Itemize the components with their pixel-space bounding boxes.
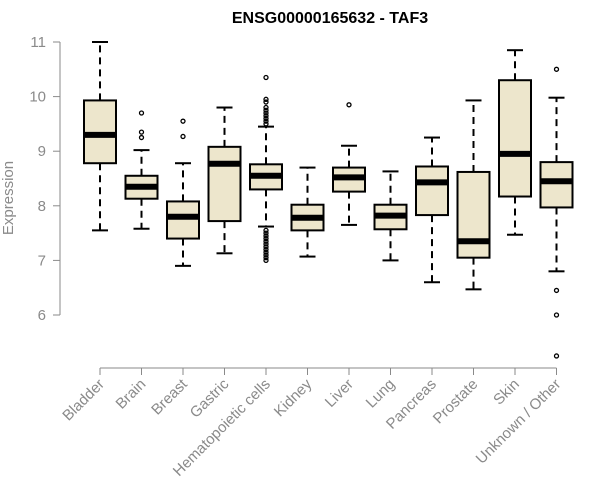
outlier-point (263, 74, 269, 81)
box-skin (498, 49, 532, 236)
box-body (498, 79, 532, 198)
outlier-point (263, 227, 269, 234)
y-tick-label: 6 (38, 307, 46, 324)
box-lung (373, 170, 408, 262)
y-tick-label: 8 (38, 198, 46, 215)
x-tick-label: Prostate (430, 376, 482, 428)
chart-title: ENSG00000165632 - TAF3 (232, 10, 428, 27)
x-tick-label: Bladder (59, 376, 108, 425)
outlier-point (553, 287, 560, 294)
box-kidney (290, 166, 325, 258)
outlier-point (553, 66, 560, 72)
outlier-point (263, 107, 269, 113)
box-body (166, 200, 200, 240)
x-tick-label: Kidney (271, 375, 316, 420)
y-tick-label: 11 (30, 34, 46, 51)
outlier-point (263, 121, 269, 127)
y-tick-label: 9 (38, 143, 46, 160)
outlier-point (263, 255, 269, 261)
x-tick-label: Liver (322, 376, 357, 411)
box-gastric (207, 106, 242, 255)
outlier-point (263, 241, 269, 247)
y-axis-label: Expression (0, 161, 17, 235)
y-tick-label: 7 (38, 252, 46, 269)
y-axis: 6 7 8 9 10 11 (29, 34, 61, 324)
outlier-point (263, 99, 269, 105)
box-body (415, 165, 449, 217)
outlier-point (180, 118, 186, 124)
outlier-point (263, 257, 269, 264)
outlier-point (263, 110, 269, 116)
outlier-point (346, 102, 352, 108)
box-liver (332, 102, 366, 226)
box-body (456, 170, 491, 259)
box-body (539, 161, 574, 209)
box-hematopoietic-cells (249, 74, 283, 264)
x-tick-label: Brain (113, 376, 150, 413)
outlier-point (263, 115, 269, 122)
outlier-point (263, 244, 269, 250)
outlier-point (138, 129, 145, 135)
x-tick-label: Lung (363, 376, 399, 412)
outlier-point (263, 246, 269, 253)
x-tick-label: Breast (148, 375, 191, 418)
box-unknown-other (539, 66, 574, 359)
outlier-point (138, 134, 145, 141)
outlier-point (263, 233, 269, 239)
outlier-point (263, 118, 269, 124)
x-tick-label: Skin (490, 376, 523, 409)
outlier-point (263, 96, 269, 102)
box-prostate (456, 99, 491, 291)
outlier-point (138, 110, 145, 116)
box-body (207, 145, 242, 223)
box-series (83, 41, 574, 359)
box-pancreas (415, 136, 449, 284)
outlier-point (553, 353, 560, 359)
outlier-point (263, 235, 269, 242)
box-brain (124, 110, 159, 230)
box-bladder (83, 41, 117, 232)
outlier-point (553, 312, 560, 318)
box-body (83, 99, 117, 165)
outlier-point (263, 104, 269, 111)
outlier-point (263, 113, 269, 119)
outlier-point (263, 252, 269, 258)
outlier-point (263, 230, 269, 236)
y-tick-label: 10 (29, 89, 46, 106)
outlier-point (263, 249, 269, 255)
outlier-point (263, 238, 269, 244)
box-breast (166, 118, 200, 267)
outlier-point (180, 133, 186, 140)
